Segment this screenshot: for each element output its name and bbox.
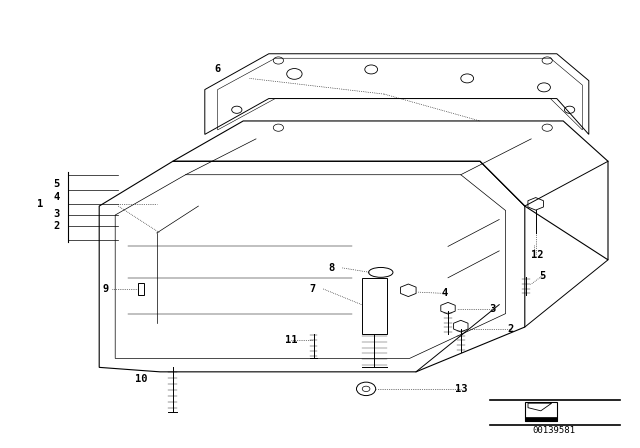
- Text: 2: 2: [508, 324, 514, 334]
- Polygon shape: [525, 402, 557, 421]
- Text: 10: 10: [134, 374, 147, 383]
- Text: 1: 1: [37, 199, 44, 209]
- Text: 7: 7: [309, 284, 316, 294]
- Text: 4: 4: [442, 289, 448, 298]
- Text: 5: 5: [53, 179, 60, 189]
- Text: 8: 8: [328, 263, 335, 273]
- Text: 4: 4: [53, 192, 60, 202]
- Polygon shape: [525, 417, 557, 421]
- Text: 2: 2: [53, 221, 60, 231]
- Text: 9: 9: [102, 284, 109, 294]
- Text: 6: 6: [214, 65, 221, 74]
- Text: 5: 5: [540, 271, 546, 280]
- Text: 3: 3: [53, 209, 60, 219]
- Text: 00139581: 00139581: [532, 426, 576, 435]
- Text: 11: 11: [285, 336, 298, 345]
- Text: 3: 3: [490, 304, 496, 314]
- Text: 13: 13: [454, 384, 467, 394]
- Text: 12: 12: [531, 250, 544, 260]
